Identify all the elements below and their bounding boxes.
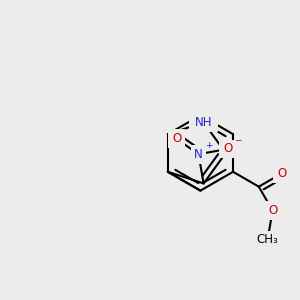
Text: +: + bbox=[205, 141, 212, 150]
FancyBboxPatch shape bbox=[219, 140, 237, 158]
FancyBboxPatch shape bbox=[168, 129, 185, 148]
FancyBboxPatch shape bbox=[189, 112, 218, 132]
Text: NH: NH bbox=[195, 116, 212, 129]
Text: O: O bbox=[277, 167, 286, 180]
FancyBboxPatch shape bbox=[273, 164, 291, 183]
Text: N: N bbox=[194, 148, 203, 161]
Text: O: O bbox=[268, 204, 277, 217]
FancyBboxPatch shape bbox=[250, 230, 285, 249]
Text: O: O bbox=[223, 142, 232, 155]
Text: −: − bbox=[234, 136, 242, 145]
Text: CH₃: CH₃ bbox=[256, 233, 278, 247]
FancyBboxPatch shape bbox=[264, 201, 282, 220]
Text: O: O bbox=[172, 132, 181, 145]
FancyBboxPatch shape bbox=[190, 145, 206, 164]
